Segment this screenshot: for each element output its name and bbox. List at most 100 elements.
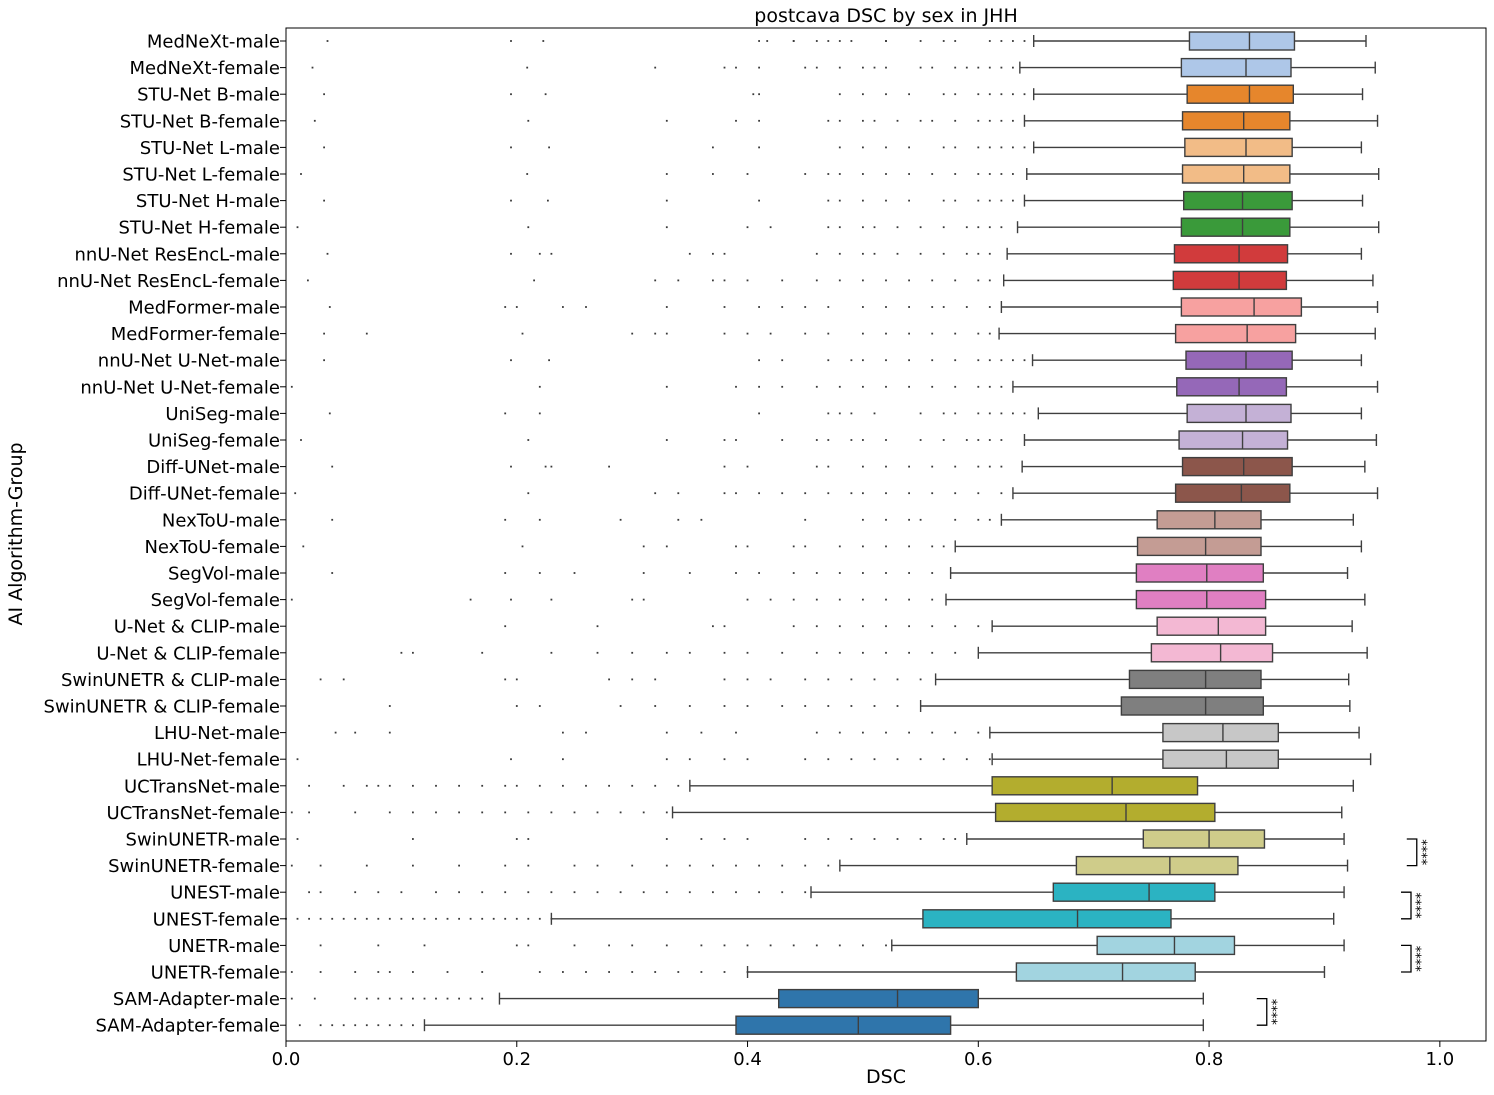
y-tick-label: nnU-Net U-Net-male: [98, 351, 280, 372]
outlier-point: [988, 66, 991, 69]
y-tick-label: MedFormer-male: [128, 298, 280, 319]
outlier-point: [723, 705, 726, 707]
outlier-point: [323, 146, 325, 149]
outlier-point: [631, 864, 634, 867]
outlier-point: [931, 306, 934, 308]
outlier-point: [538, 971, 541, 973]
box-group: [388, 696, 1351, 716]
y-axis-label: AI Algorithm-Group: [5, 442, 27, 625]
outlier-point: [1000, 492, 1003, 495]
outlier-point: [908, 625, 910, 628]
outlier-point: [331, 1024, 334, 1027]
significance-bracket: ****: [1406, 838, 1428, 867]
outlier-point: [758, 306, 760, 308]
outlier-point: [677, 784, 680, 787]
outlier-point: [815, 279, 818, 282]
outlier-point: [388, 1024, 391, 1027]
outlier-point: [988, 439, 991, 441]
outlier-point: [290, 811, 293, 814]
outlier-point: [573, 572, 576, 574]
outlier-point: [723, 465, 726, 468]
y-tick-label: nnU-Net U-Net-female: [80, 377, 280, 398]
outlier-point: [400, 917, 403, 920]
outlier-point: [654, 705, 657, 707]
outlier-point: [781, 705, 784, 707]
outlier-point: [862, 545, 864, 548]
y-tick-label: LHU-Net-female: [137, 750, 280, 771]
outlier-point: [827, 359, 830, 362]
outlier-point: [988, 465, 991, 468]
outlier-point: [400, 997, 403, 1000]
y-tick-label: UNEST-male: [170, 883, 280, 904]
outlier-point: [804, 518, 807, 521]
outlier-point: [296, 917, 299, 920]
outlier-point: [746, 705, 749, 707]
iqr-box: [1120, 696, 1265, 716]
outlier-point: [412, 811, 414, 814]
outlier-point: [988, 412, 991, 415]
outlier-point: [723, 439, 726, 441]
outlier-point: [908, 306, 910, 308]
outlier-point: [527, 838, 530, 840]
outlier-point: [608, 971, 610, 973]
outlier-point: [585, 306, 587, 308]
outlier-point: [873, 119, 876, 122]
outlier-point: [510, 465, 512, 468]
outlier-point: [908, 651, 910, 654]
outlier-point: [977, 173, 980, 175]
outlier-point: [838, 146, 841, 149]
outlier-point: [481, 997, 484, 1000]
outlier-point: [977, 385, 980, 388]
outlier-point: [481, 891, 484, 894]
iqr-box: [1178, 430, 1289, 450]
iqr-box: [1186, 84, 1295, 104]
outlier-point: [388, 784, 391, 787]
outlier-point: [769, 944, 772, 947]
outlier-point: [290, 971, 293, 973]
outlier-point: [931, 332, 934, 335]
outlier-point: [319, 944, 322, 947]
outlier-point: [504, 864, 507, 867]
outlier-point: [688, 252, 691, 255]
outlier-point: [642, 891, 645, 894]
outlier-point: [515, 705, 518, 707]
outlier-point: [550, 252, 553, 255]
outlier-point: [365, 917, 368, 920]
outlier-point: [354, 891, 357, 894]
outlier-point: [827, 838, 830, 840]
outlier-point: [619, 891, 622, 894]
outlier-point: [735, 119, 737, 122]
outlier-point: [885, 651, 887, 654]
outlier-point: [919, 119, 922, 122]
outlier-point: [942, 252, 945, 255]
outlier-point: [885, 625, 887, 628]
y-tick-label: MedNeXt-male: [147, 32, 280, 53]
x-tick-label: 0.6: [964, 1049, 993, 1070]
outlier-point: [988, 199, 991, 202]
y-tick-label: SAM-Adapter-male: [113, 989, 280, 1010]
outlier-point: [908, 572, 910, 574]
outlier-point: [377, 997, 380, 1000]
outlier-point: [677, 971, 680, 973]
outlier-point: [988, 252, 991, 255]
outlier-point: [815, 651, 818, 654]
box-group: [302, 536, 1363, 557]
outlier-point: [331, 518, 334, 521]
outlier-point: [492, 917, 495, 920]
significance-bracket: ****: [1401, 891, 1423, 920]
outlier-point: [608, 465, 610, 468]
outlier-point: [446, 971, 449, 973]
outlier-point: [781, 492, 784, 495]
outlier-point: [781, 864, 784, 867]
outlier-point: [538, 917, 541, 920]
x-tick-label: 0.2: [502, 1049, 531, 1070]
y-tick-label: SwinUNETR-male: [126, 830, 280, 851]
outlier-point: [977, 412, 980, 415]
outlier-point: [319, 864, 322, 867]
outlier-point: [365, 332, 368, 335]
outlier-point: [965, 252, 968, 255]
iqr-box: [735, 1015, 952, 1035]
outlier-point: [1023, 146, 1026, 149]
outlier-point: [977, 492, 980, 495]
